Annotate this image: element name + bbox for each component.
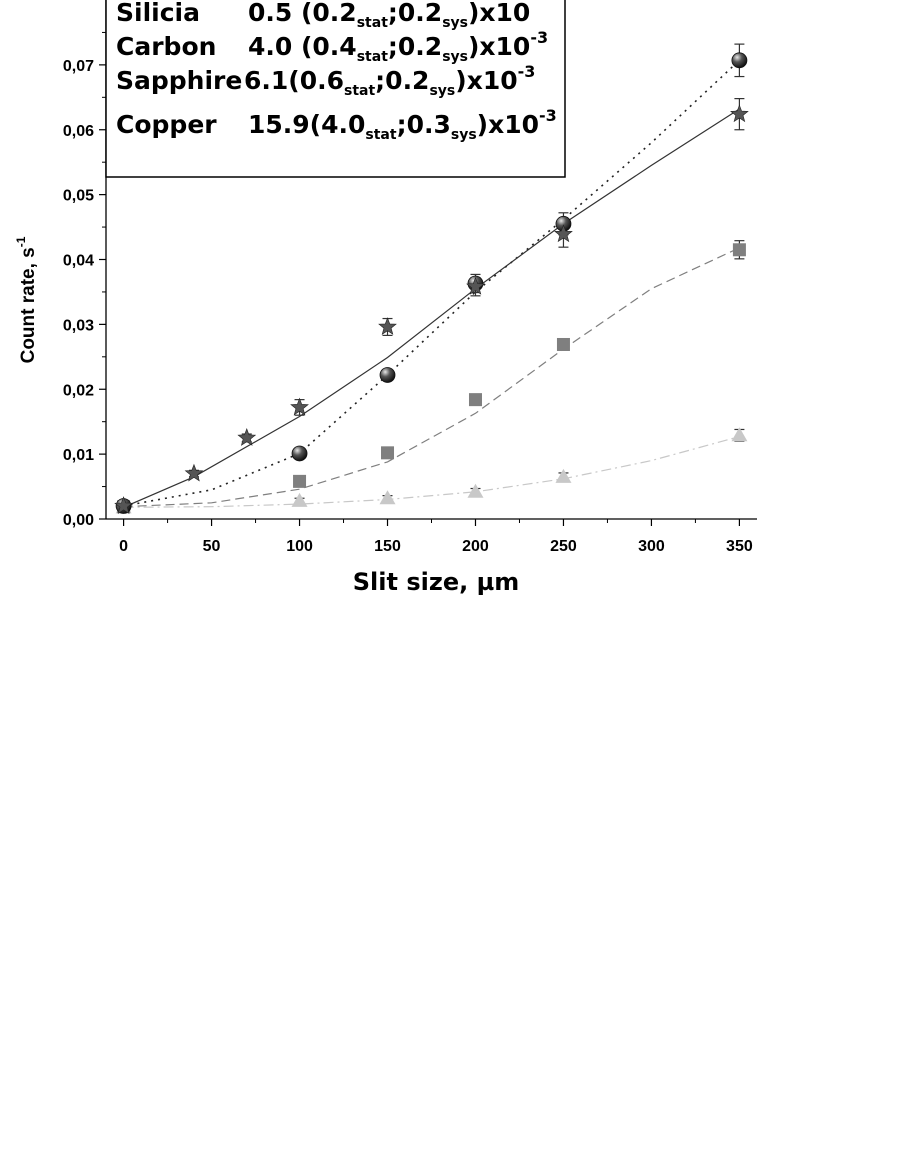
- y-axis-title-text: Count rate, s: [18, 247, 39, 363]
- legend-box: [105, 0, 566, 178]
- data-point-copper: [466, 276, 485, 295]
- x-tick-label: 350: [726, 538, 753, 555]
- data-point-sapphire: [379, 367, 396, 383]
- fit-lines: [123, 59, 740, 508]
- data-point-carbon: [381, 446, 395, 460]
- data-markers: [114, 52, 749, 514]
- y-axis-title-sup: -1: [14, 236, 28, 247]
- legend-value-copper: 15.9(4.0stat;0.3sys)x10-3: [248, 106, 557, 143]
- x-axis-title: Slit size, µm: [353, 568, 519, 596]
- fit-line-sapphire: [123, 59, 740, 507]
- svg-text:Count rate, s-1: Count rate, s-1: [14, 236, 39, 363]
- data-point-copper: [378, 317, 397, 335]
- y-axis-title: Count rate, s-1: [14, 236, 39, 363]
- data-point-copper: [184, 463, 204, 482]
- fit-line-copper: [123, 108, 740, 508]
- legend-label-copper: Copper: [116, 110, 217, 139]
- x-tick-label: 250: [550, 538, 577, 555]
- x-tick-label: 50: [203, 538, 221, 555]
- y-tick-label: 0,03: [63, 317, 94, 334]
- y-tick-label: 0,07: [63, 58, 94, 75]
- legend: Silicia 0.5 (0.2stat;0.2sys)x10 Carbon 4.0 …: [105, 0, 566, 178]
- data-point-silicia: [467, 483, 484, 498]
- data-point-carbon: [468, 393, 482, 407]
- x-tick-label: 0: [119, 538, 128, 555]
- legend-value-carbon: 4.0 (0.4stat;0.2sys)x10-3: [248, 28, 548, 65]
- y-tick-label: 0,00: [63, 512, 94, 529]
- data-point-copper: [290, 397, 309, 416]
- y-tick-label: 0,02: [63, 382, 94, 399]
- y-tick-label: 0,01: [63, 447, 94, 464]
- legend-value-silicia: 0.5 (0.2stat;0.2sys)x10: [248, 0, 530, 31]
- y-tick-label: 0,06: [63, 123, 94, 140]
- y-tick-label: 0,05: [63, 188, 94, 205]
- data-point-carbon: [732, 243, 746, 257]
- x-tick-labels: 0 50 100 150 200 250 300 350: [119, 538, 753, 555]
- legend-value-sapphire: 6.1(0.6stat;0.2sys)x10-3: [244, 62, 535, 99]
- x-tick-label: 150: [374, 538, 401, 555]
- legend-label-carbon: Carbon: [116, 32, 216, 61]
- y-tick-label: 0,04: [63, 253, 94, 270]
- x-tick-label: 100: [286, 538, 313, 555]
- data-point-carbon: [556, 337, 570, 351]
- legend-label-silicia: Silicia: [116, 0, 200, 27]
- data-point-sapphire: [291, 445, 308, 462]
- data-point-silicia: [379, 490, 396, 505]
- x-tick-label: 300: [638, 538, 665, 555]
- data-point-sapphire: [731, 52, 748, 69]
- data-point-copper: [114, 496, 133, 514]
- data-point-copper: [554, 224, 573, 243]
- data-point-silicia: [731, 427, 748, 442]
- legend-label-sapphire: Sapphire: [116, 66, 242, 95]
- data-point-copper: [730, 104, 749, 123]
- fit-line-silicia: [123, 436, 740, 508]
- data-point-copper: [237, 428, 257, 446]
- fit-line-carbon: [123, 247, 740, 508]
- y-tick-labels: 0,00 0,01 0,02 0,03 0,04 0,05 0,06 0,07: [63, 58, 94, 529]
- data-point-carbon: [293, 474, 307, 488]
- data-point-silicia: [291, 492, 308, 507]
- data-point-silicia: [555, 468, 572, 483]
- x-tick-label: 200: [462, 538, 489, 555]
